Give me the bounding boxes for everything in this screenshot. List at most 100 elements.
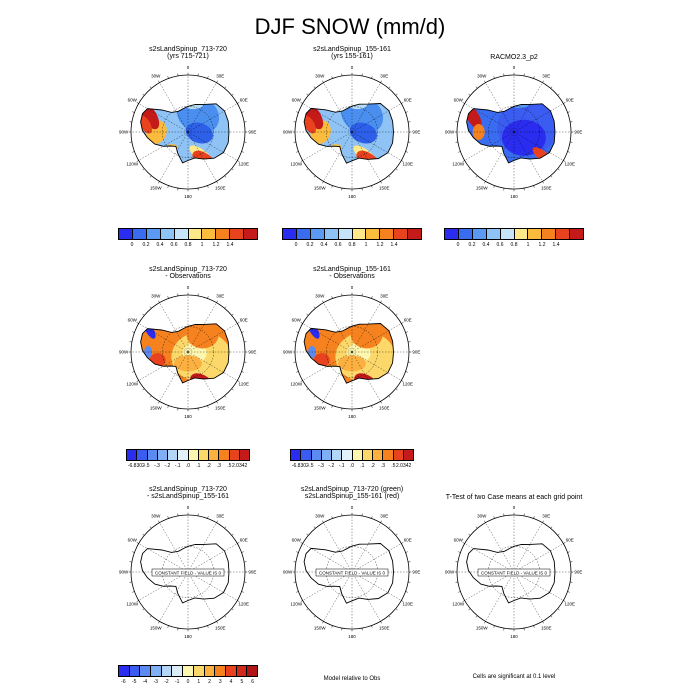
boundary-tick: [142, 388, 145, 391]
boundary-tick: [542, 80, 544, 83]
boundary-tick: [322, 621, 324, 624]
boundary-tick: [322, 300, 324, 303]
meridian-line: [351, 302, 381, 353]
boundary-tick: [237, 380, 240, 382]
boundary-tick: [224, 395, 227, 398]
boundary-tick: [237, 542, 240, 544]
longitude-label: 90W: [445, 130, 455, 135]
longitude-label: 120E: [239, 162, 250, 167]
colorbar-swatch: [301, 450, 312, 460]
panel-model-comparison: s2sLandSpinup_713-720 (green) s2sLandSpi…: [282, 486, 422, 642]
colorbar-swatch: [291, 450, 302, 460]
field-patch: [195, 160, 216, 163]
boundary-tick: [331, 296, 333, 299]
colorbar-label: 0: [294, 242, 298, 248]
boundary-tick: [149, 526, 152, 529]
colorbar-label: .1: [360, 463, 365, 469]
longitude-label: 180: [348, 414, 356, 419]
colorbar-swatch: [137, 450, 148, 460]
colorbar-swatch: [486, 229, 501, 239]
boundary-tick: [322, 80, 324, 83]
colorbar-swatch: [500, 229, 515, 239]
colorbar-label: -4: [142, 679, 148, 685]
boundary-tick: [542, 621, 544, 624]
boundary-tick: [300, 600, 303, 602]
meridian-line: [159, 351, 189, 402]
boundary-tick: [216, 520, 218, 523]
longitude-label: 150E: [215, 625, 226, 630]
longitude-label: 120E: [565, 162, 576, 167]
panel-title-line-1: s2sLandSpinup_713-720: [149, 486, 227, 493]
colorbar-label: .2: [206, 463, 211, 469]
polar-map: 0 30E 60E 90E 120E 150E 180 150W 120W 90W 60W 30W CO…: [445, 505, 582, 639]
boundary-tick: [401, 542, 404, 544]
panel-title: s2sLandSpinup_713-720 - s2sLandSpinup_15…: [118, 486, 258, 502]
boundary-tick: [216, 401, 218, 404]
longitude-label: 60W: [292, 97, 302, 102]
field-patch: [304, 115, 316, 134]
boundary-tick: [296, 591, 299, 593]
longitude-label: 60E: [404, 317, 412, 322]
boundary-tick: [533, 76, 535, 79]
colorbar-swatch: [183, 666, 194, 676]
boundary-tick: [136, 542, 139, 544]
meridian-line: [323, 522, 353, 573]
boundary-tick: [313, 526, 316, 529]
boundary-tick: [231, 313, 234, 316]
boundary-tick: [296, 551, 299, 553]
longitude-label: 120E: [239, 602, 250, 607]
boundary-tick: [567, 551, 570, 553]
boundary-tick: [132, 371, 135, 373]
boundary-tick: [388, 86, 391, 89]
colorbar-swatch: [129, 666, 141, 676]
boundary-tick: [331, 625, 333, 628]
field-patch: [174, 355, 202, 372]
longitude-label: 150W: [314, 405, 327, 410]
boundary-tick: [405, 591, 408, 593]
longitude-label: 180: [184, 194, 192, 199]
panel-title-line-2: - s2sLandSpinup_155-161: [146, 493, 230, 500]
meridian-line: [351, 131, 381, 182]
longitude-label: 60E: [240, 537, 248, 542]
boundary-tick: [557, 93, 560, 96]
longitude-label: 150E: [541, 625, 552, 630]
boundary-tick: [475, 175, 478, 178]
colorbar-swatch: [202, 229, 217, 239]
boundary-tick: [132, 151, 135, 153]
meridian-line: [513, 103, 564, 133]
longitude-label: 30E: [380, 514, 388, 519]
boundary-tick: [136, 160, 139, 162]
panel-observations-racmo: RACMO2.3_p2 0 30E 60E 90E 120E 150E 180 150W 120…: [444, 54, 584, 202]
boundary-tick: [237, 160, 240, 162]
latitude-circle: [162, 326, 214, 378]
boundary-tick: [557, 168, 560, 171]
boundary-tick: [216, 621, 218, 624]
longitude-label: 150E: [379, 185, 390, 190]
longitude-label: 90E: [412, 130, 420, 135]
meridian-line: [351, 82, 381, 133]
colorbar-swatch: [230, 229, 245, 239]
colorbar-swatch: [119, 229, 133, 239]
colorbar-swatch: [168, 450, 179, 460]
meridian-line: [351, 571, 381, 622]
colorbar-mean-3: 0 0.2 0.4 0.6 0.8 1 1.2 1.4: [444, 228, 584, 254]
boundary-tick: [241, 331, 244, 333]
meridian-line: [302, 543, 353, 573]
field-patch: [181, 313, 201, 321]
boundary-tick: [380, 181, 382, 184]
longitude-label: 60E: [566, 97, 574, 102]
boundary-tick: [395, 608, 398, 611]
latitude-circle: [488, 106, 540, 158]
meridian-line: [187, 323, 238, 353]
boundary-tick: [557, 608, 560, 611]
boundary-tick: [296, 371, 299, 373]
boundary-tick: [300, 542, 303, 544]
constant-field-frame: [477, 568, 551, 577]
colorbar-swatch: [393, 450, 404, 460]
meridian-line: [513, 522, 543, 573]
panel-diff-713-720-obs: s2sLandSpinup_713-720 - Observations 0 30…: [118, 266, 258, 422]
longitude-label: 30W: [315, 74, 325, 79]
longitude-label: 150W: [476, 185, 489, 190]
colorbar-label: 0.4: [320, 242, 328, 248]
colorbar-diff-2: -6.8302 -.5 -.3 -.2 -.1 .0 .1 .2 .3 .5 2.0342: [290, 449, 414, 475]
